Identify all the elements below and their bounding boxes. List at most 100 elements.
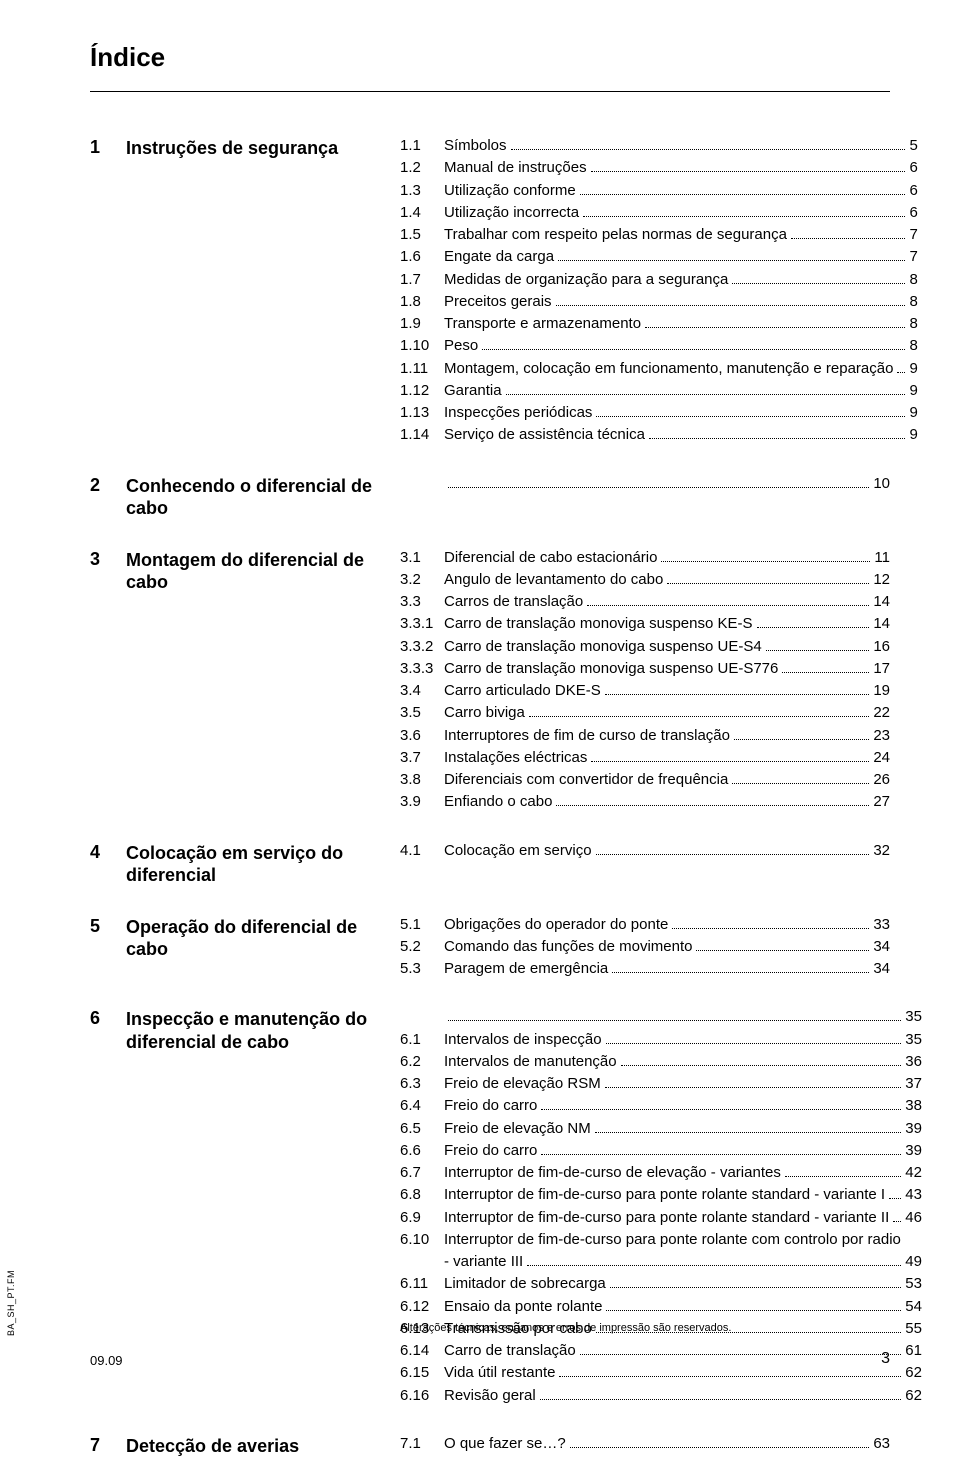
entry-page: 16 bbox=[873, 637, 890, 657]
leader-dots bbox=[482, 349, 905, 350]
entry-label: Carro de translação monoviga suspenso UE… bbox=[444, 637, 762, 657]
section-heading: 7Detecção de averias bbox=[90, 1434, 400, 1457]
entry-number: 3.8 bbox=[400, 770, 444, 790]
section-title: Instruções de segurança bbox=[126, 137, 338, 160]
leader-dots bbox=[791, 238, 905, 239]
entry-number: 7.1 bbox=[400, 1434, 444, 1454]
entry-page: 8 bbox=[909, 314, 917, 334]
entry-label: Interruptor de fim-de-curso para ponte r… bbox=[444, 1185, 885, 1205]
toc-entry: 3.9Enfiando o cabo27 bbox=[400, 792, 890, 812]
toc-entry: 6.5Freio de elevação NM39 bbox=[400, 1119, 922, 1139]
entry-number: 1.4 bbox=[400, 203, 444, 223]
entry-label: Comando das funções de movimento bbox=[444, 937, 692, 957]
leader-dots bbox=[596, 854, 870, 855]
entry-page: 11 bbox=[874, 548, 890, 568]
entry-label: Manual de instruções bbox=[444, 158, 587, 178]
leader-dots bbox=[540, 1399, 902, 1400]
section-entries: 1.1Símbolos51.2Manual de instruções61.3U… bbox=[400, 136, 918, 446]
toc-entry: 7.1O que fazer se…?63 bbox=[400, 1434, 890, 1454]
section-heading: 4Colocação em serviço do diferencial bbox=[90, 841, 400, 887]
entry-page: 38 bbox=[905, 1096, 922, 1116]
leader-dots bbox=[596, 416, 905, 417]
entry-label: Interruptores de fim de curso de transla… bbox=[444, 726, 730, 746]
entry-page: 7 bbox=[909, 225, 917, 245]
leader-dots bbox=[605, 694, 870, 695]
toc-entry: 6.3Freio de elevação RSM37 bbox=[400, 1074, 922, 1094]
entry-number: 3.7 bbox=[400, 748, 444, 768]
toc-entry: 1.3Utilização conforme6 bbox=[400, 181, 918, 201]
entry-page: 9 bbox=[909, 359, 917, 379]
entry-label: Intervalos de inspecção bbox=[444, 1030, 602, 1050]
section-entries: 356.1Intervalos de inspecção356.2Interva… bbox=[400, 1007, 922, 1406]
entry-page: 63 bbox=[873, 1434, 890, 1454]
entry-label: Freio do carro bbox=[444, 1096, 537, 1116]
entry-number: 3.2 bbox=[400, 570, 444, 590]
entry-number: 3.3.2 bbox=[400, 637, 444, 657]
entry-number: 3.3 bbox=[400, 592, 444, 612]
toc-entry: 3.3Carros de translação14 bbox=[400, 592, 890, 612]
toc-entry: 3.7Instalações eléctricas24 bbox=[400, 748, 890, 768]
entry-label: Intervalos de manutenção bbox=[444, 1052, 617, 1072]
section-number: 2 bbox=[90, 475, 112, 496]
entry-page: 17 bbox=[873, 659, 890, 679]
section-title: Colocação em serviço do diferencial bbox=[126, 842, 400, 887]
leader-dots bbox=[667, 583, 869, 584]
leader-dots bbox=[556, 805, 869, 806]
leader-dots bbox=[785, 1176, 901, 1177]
side-label: BA_SH_PT.FM bbox=[6, 1270, 16, 1336]
leader-dots bbox=[605, 1087, 901, 1088]
entry-page: 19 bbox=[873, 681, 890, 701]
entry-number: 6.1 bbox=[400, 1030, 444, 1050]
entry-page: 34 bbox=[873, 959, 890, 979]
leader-dots bbox=[559, 1376, 901, 1377]
toc-entry: 6.11Limitador de sobrecarga53 bbox=[400, 1274, 922, 1294]
section-title: Operação do diferencial de cabo bbox=[126, 916, 400, 961]
entry-page: 49 bbox=[905, 1252, 922, 1272]
entry-page: 27 bbox=[873, 792, 890, 812]
entry-number: 3.9 bbox=[400, 792, 444, 812]
footer-left: 09.09 bbox=[90, 1353, 123, 1368]
entry-page: 14 bbox=[873, 614, 890, 634]
entry-page: 55 bbox=[905, 1319, 922, 1339]
section-number: 1 bbox=[90, 137, 112, 158]
entry-page: 33 bbox=[873, 915, 890, 935]
leader-dots bbox=[448, 487, 869, 488]
toc-section: 2Conhecendo o diferencial de cabo10 bbox=[90, 474, 890, 520]
entry-page: 8 bbox=[909, 292, 917, 312]
leader-dots bbox=[591, 761, 869, 762]
entry-label: Freio do carro bbox=[444, 1141, 537, 1161]
toc-entry: 6.12Ensaio da ponte rolante54 bbox=[400, 1297, 922, 1317]
toc-entry: 3.6Interruptores de fim de curso de tran… bbox=[400, 726, 890, 746]
entry-page: 61 bbox=[905, 1341, 922, 1361]
leader-dots bbox=[734, 739, 869, 740]
toc-section: 3Montagem do diferencial de cabo3.1Difer… bbox=[90, 548, 890, 813]
entry-number: 1.12 bbox=[400, 381, 444, 401]
entry-label: Diferenciais com convertidor de frequênc… bbox=[444, 770, 728, 790]
leader-dots bbox=[580, 194, 906, 195]
entry-page: 39 bbox=[905, 1119, 922, 1139]
entry-page: 35 bbox=[905, 1030, 922, 1050]
leader-dots bbox=[448, 1020, 901, 1021]
entry-label: Carros de translação bbox=[444, 592, 583, 612]
title-rule bbox=[90, 91, 890, 92]
entry-label: Carro biviga bbox=[444, 703, 525, 723]
leader-dots bbox=[672, 928, 869, 929]
leader-dots bbox=[606, 1043, 902, 1044]
entry-label: Freio de elevação RSM bbox=[444, 1074, 601, 1094]
entry-page: 43 bbox=[905, 1185, 922, 1205]
toc-section: 5Operação do diferencial de cabo5.1Obrig… bbox=[90, 915, 890, 980]
leader-dots bbox=[527, 1265, 901, 1266]
section-entries: 4.1Colocação em serviço32 bbox=[400, 841, 890, 861]
entry-page: 6 bbox=[909, 203, 917, 223]
entry-page: 9 bbox=[909, 425, 917, 445]
entry-label: Interruptor de fim-de-curso para ponte r… bbox=[444, 1208, 889, 1228]
section-number: 6 bbox=[90, 1008, 112, 1029]
entry-number: 5.3 bbox=[400, 959, 444, 979]
entry-label: Diferencial de cabo estacionário bbox=[444, 548, 657, 568]
toc-entry: 1.1Símbolos5 bbox=[400, 136, 918, 156]
section-entries: 7.1O que fazer se…?63 bbox=[400, 1434, 890, 1454]
entry-page: 37 bbox=[905, 1074, 922, 1094]
entry-number: 1.3 bbox=[400, 181, 444, 201]
entry-number: 1.9 bbox=[400, 314, 444, 334]
section-entries: 10 bbox=[400, 474, 890, 494]
